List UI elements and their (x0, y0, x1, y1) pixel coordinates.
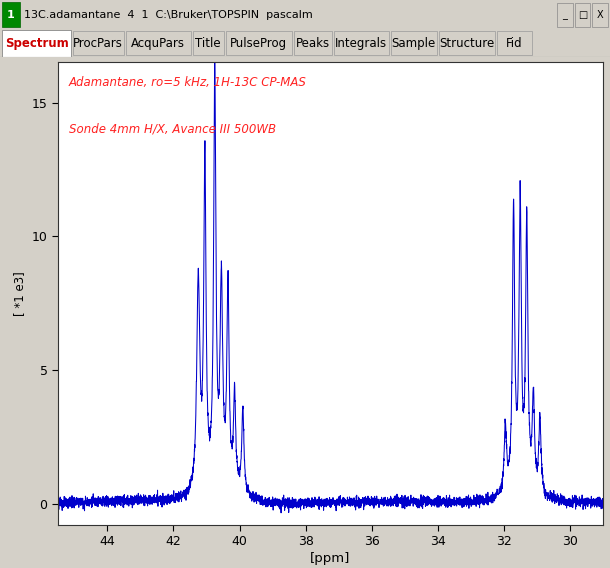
Text: Sample: Sample (392, 37, 436, 49)
Text: 13C.adamantane  4  1  C:\Bruker\TOPSPIN  pascalm: 13C.adamantane 4 1 C:\Bruker\TOPSPIN pas… (24, 10, 313, 20)
Bar (575, 3, 590, 27)
Text: PulseProg: PulseProg (230, 37, 287, 49)
Y-axis label: [ *1 e3]: [ *1 e3] (13, 272, 26, 316)
Text: Spectrum: Spectrum (5, 37, 68, 49)
Bar (592, 3, 608, 27)
Text: ProcPars: ProcPars (73, 37, 123, 49)
Text: Peaks: Peaks (295, 37, 329, 49)
Bar (2, 2, 20, 27)
Text: □: □ (578, 10, 587, 20)
Text: Sonde 4mm H/X, Avance III 500WB: Sonde 4mm H/X, Avance III 500WB (69, 123, 276, 136)
Text: Adamantane, ro=5 kHz, 1H-13C CP-MAS: Adamantane, ro=5 kHz, 1H-13C CP-MAS (69, 76, 307, 89)
Bar (439, 31, 495, 55)
Text: _: _ (562, 10, 567, 20)
Text: Structure: Structure (439, 37, 494, 49)
Bar (293, 31, 331, 55)
Bar (557, 3, 573, 27)
Bar (390, 31, 437, 55)
Bar (226, 31, 292, 55)
Text: Fid: Fid (506, 37, 522, 49)
Bar (73, 31, 123, 55)
Bar (2, 30, 71, 57)
Bar (334, 31, 389, 55)
Text: AcquPars: AcquPars (131, 37, 185, 49)
Text: 1: 1 (7, 10, 15, 20)
Text: Title: Title (195, 37, 221, 49)
Bar (126, 31, 190, 55)
X-axis label: [ppm]: [ppm] (310, 552, 351, 565)
Bar (193, 31, 223, 55)
Text: Integrals: Integrals (335, 37, 387, 49)
Text: X: X (597, 10, 603, 20)
Bar (497, 31, 531, 55)
